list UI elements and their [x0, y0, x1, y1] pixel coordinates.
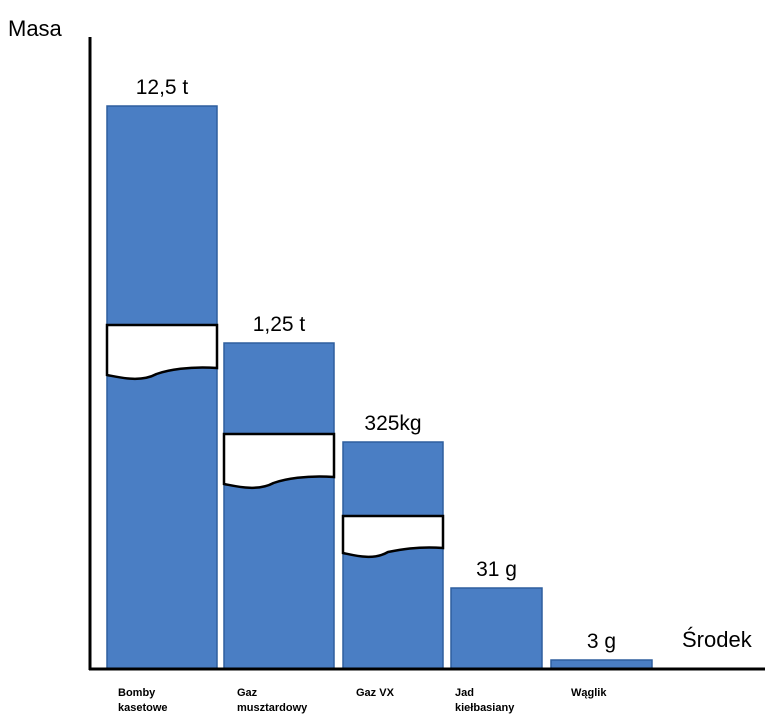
value-label-4: 31 g [476, 558, 517, 581]
bar-2 [223, 342, 335, 670]
category-label-3: Gaz VX [356, 687, 395, 699]
value-label-3: 325kg [364, 412, 421, 435]
axis-break-2 [222, 432, 336, 490]
value-label-2: 1,25 t [253, 313, 306, 336]
y-axis-title: Masa [8, 16, 63, 41]
value-label-1: 12,5 t [136, 76, 189, 99]
bars-layer [105, 105, 653, 670]
category-label-4: Jad kiełbasiany [455, 687, 515, 714]
bar-1 [106, 105, 218, 670]
labels-layer: 12,5 t 1,25 t 325kg 31 g 3 g Bomby kasetowe Gaz… [118, 76, 616, 714]
x-axis-title: Środek [682, 627, 753, 652]
value-label-5: 3 g [587, 630, 616, 653]
axis-break-3 [341, 514, 445, 559]
category-label-1: Bomby kasetowe [118, 687, 168, 714]
category-label-2: Gaz musztardowy [237, 687, 308, 714]
category-label-5: Wąglik [571, 687, 607, 699]
axis-break-1 [105, 323, 219, 381]
bar-4 [450, 587, 543, 670]
